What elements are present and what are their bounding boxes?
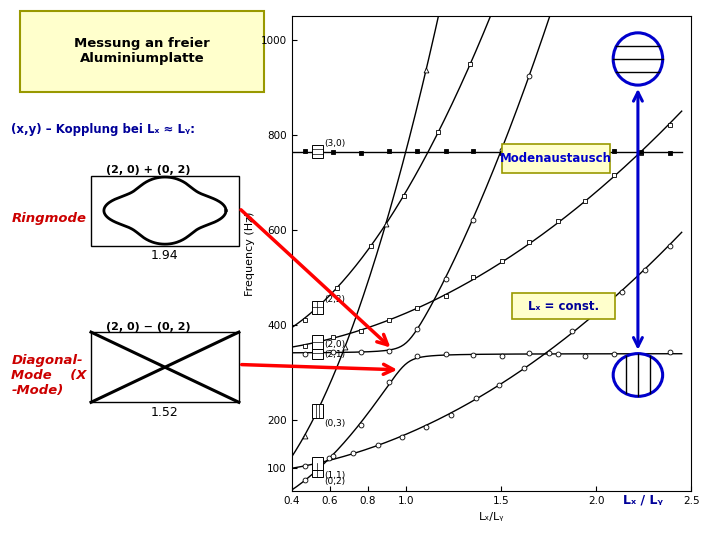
Ellipse shape (613, 354, 662, 396)
Bar (312, 335, 323, 349)
Bar (312, 301, 323, 314)
Bar (312, 463, 323, 476)
Y-axis label: Frequency (Hz): Frequency (Hz) (245, 212, 255, 296)
Text: (3,0): (3,0) (325, 139, 346, 148)
Text: (0,3): (0,3) (325, 418, 346, 428)
Text: Lₓ / Lᵧ: Lₓ / Lᵧ (623, 494, 662, 507)
X-axis label: Lₓ/Lᵧ: Lₓ/Lᵧ (479, 512, 504, 522)
Ellipse shape (613, 33, 662, 85)
Bar (312, 404, 323, 418)
FancyBboxPatch shape (20, 11, 264, 92)
Text: (2, 0) − (0, 2): (2, 0) − (0, 2) (106, 322, 190, 332)
Text: Ringmode: Ringmode (12, 212, 86, 225)
Text: Modenaustausch: Modenaustausch (500, 152, 612, 165)
FancyBboxPatch shape (502, 144, 611, 173)
Bar (91, 332, 239, 402)
Text: (x,y) – Kopplung bei Lₓ ≈ Lᵧ:: (x,y) – Kopplung bei Lₓ ≈ Lᵧ: (12, 123, 195, 136)
Text: (2,2): (2,2) (325, 294, 346, 303)
Text: (2, 0) + (0, 2): (2, 0) + (0, 2) (106, 165, 190, 175)
Bar (312, 456, 323, 470)
Text: Lₓ = const.: Lₓ = const. (528, 300, 599, 313)
Text: (2,0): (2,0) (325, 340, 346, 349)
Text: (2,1): (2,1) (325, 349, 346, 359)
Text: Messung an freier
Aluminiumplatte: Messung an freier Aluminiumplatte (74, 37, 210, 65)
Text: (1,1): (1,1) (325, 471, 346, 480)
FancyBboxPatch shape (513, 293, 615, 319)
Bar (312, 346, 323, 359)
Bar (91, 176, 239, 246)
Text: (0,2): (0,2) (325, 477, 346, 487)
Bar (312, 145, 323, 158)
Text: 1.94: 1.94 (151, 249, 179, 262)
Text: Diagonal-
Mode    (X
-Mode): Diagonal- Mode (X -Mode) (12, 354, 87, 397)
Text: 1.52: 1.52 (151, 406, 179, 419)
